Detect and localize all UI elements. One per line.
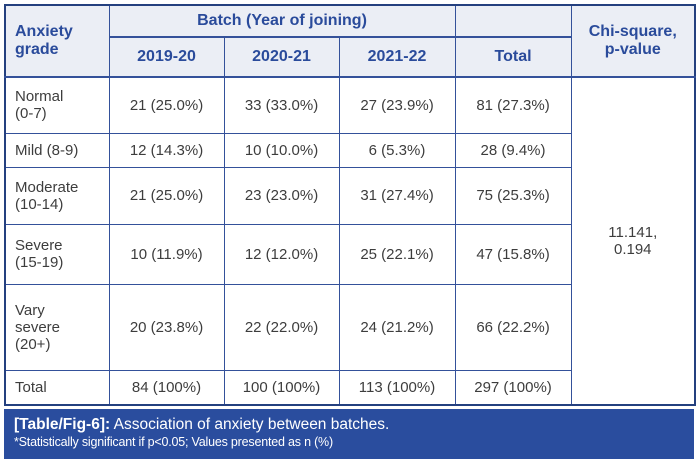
value-cell: 113 (100%)	[338, 369, 456, 406]
header-row-2: 2019-20 2020-21 2021-22 Total	[5, 36, 695, 78]
value-cell: 10 (10.0%)	[223, 132, 340, 168]
value-cell: 21 (25.0%)	[108, 76, 225, 134]
value-cell: 12 (12.0%)	[223, 223, 340, 285]
table-row-vary-severe: Vary severe (20+) 20 (23.8%) 22 (22.0%) …	[4, 283, 695, 371]
total-cell: 81 (27.3%)	[454, 76, 572, 134]
table-header: Anxiety grade Batch (Year of joining) Ch…	[4, 4, 696, 78]
value-cell: 84 (100%)	[108, 369, 225, 406]
value-cell: 22 (22.0%)	[223, 283, 340, 371]
chi-square-value-cell: 11.141, 0.194	[570, 76, 696, 406]
caption-title: [Table/Fig-6]: Association of anxiety be…	[14, 415, 684, 434]
grade-cell: Vary severe (20+)	[4, 283, 110, 371]
value-cell: 24 (21.2%)	[338, 283, 456, 371]
grade-cell: Mild (8-9)	[4, 132, 110, 168]
value-cell: 31 (27.4%)	[338, 166, 456, 225]
grade-cell: Normal (0-7)	[4, 76, 110, 134]
table-row-normal: Normal (0-7) 21 (25.0%) 33 (33.0%) 27 (2…	[4, 76, 696, 406]
value-cell: 23 (23.0%)	[223, 166, 340, 225]
value-cell: 21 (25.0%)	[108, 166, 225, 225]
value-cell: 12 (14.3%)	[108, 132, 225, 168]
caption-band: [Table/Fig-6]: Association of anxiety be…	[4, 409, 694, 459]
table-body: Normal (0-7) 21 (25.0%) 33 (33.0%) 27 (2…	[4, 76, 696, 406]
total-cell: 66 (22.2%)	[454, 283, 572, 371]
caption-label: [Table/Fig-6]:	[14, 416, 111, 433]
column-header-chi-square: Chi-square, p-value	[570, 4, 696, 78]
grade-cell: Moderate (10-14)	[4, 166, 110, 225]
grade-cell: Total	[4, 369, 110, 406]
total-cell: 28 (9.4%)	[454, 132, 572, 168]
total-cell: 297 (100%)	[454, 369, 572, 406]
value-cell: 27 (23.9%)	[338, 76, 456, 134]
value-cell: 6 (5.3%)	[338, 132, 456, 168]
table-row-total: Total 84 (100%) 100 (100%) 113 (100%) 29…	[4, 369, 695, 406]
column-header-2021-22: 2021-22	[338, 36, 456, 78]
anxiety-batch-table: Anxiety grade Batch (Year of joining) Ch…	[4, 4, 697, 406]
column-group-header-batch: Batch (Year of joining)	[108, 4, 456, 38]
column-header-2019-20: 2019-20	[108, 36, 225, 78]
column-header-anxiety-grade: Anxiety grade	[4, 4, 110, 78]
value-cell: 20 (23.8%)	[108, 283, 225, 371]
value-cell: 10 (11.9%)	[108, 223, 225, 285]
column-header-total: Total	[454, 36, 572, 78]
value-cell: 33 (33.0%)	[223, 76, 340, 134]
table-row-severe: Severe (15-19) 10 (11.9%) 12 (12.0%) 25 …	[4, 223, 695, 285]
total-cell: 75 (25.3%)	[454, 166, 572, 225]
header-spacer-cell	[454, 4, 572, 38]
value-cell: 100 (100%)	[223, 369, 340, 406]
column-header-2020-21: 2020-21	[223, 36, 340, 78]
grade-cell: Severe (15-19)	[4, 223, 110, 285]
table-row-moderate: Moderate (10-14) 21 (25.0%) 23 (23.0%) 3…	[4, 166, 695, 225]
total-cell: 47 (15.8%)	[454, 223, 572, 285]
caption-text: Association of anxiety between batches.	[113, 416, 390, 433]
value-cell: 25 (22.1%)	[338, 223, 456, 285]
header-row-1: Anxiety grade Batch (Year of joining) Ch…	[4, 4, 696, 78]
caption-footnote: *Statistically significant if p<0.05; Va…	[14, 435, 333, 450]
